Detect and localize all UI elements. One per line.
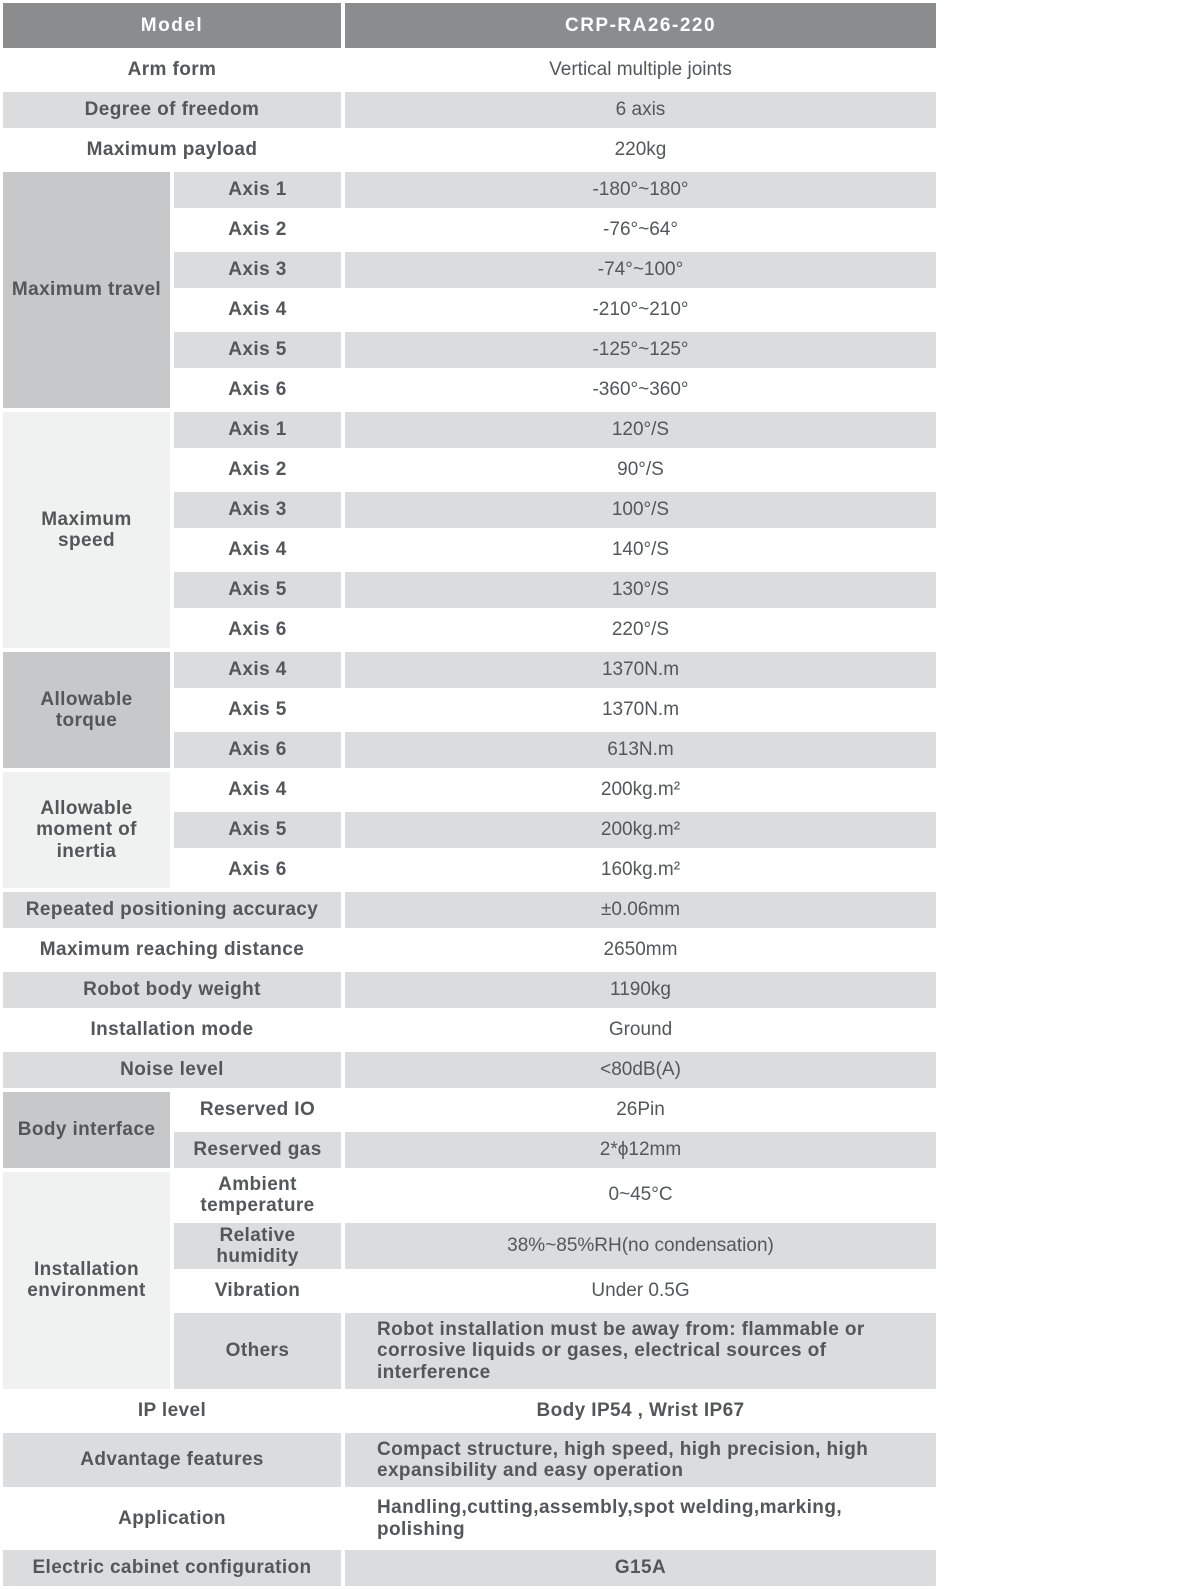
sub-label-reserved-io: Reserved IO — [174, 1092, 341, 1128]
group-label-body-interface: Body interface — [3, 1092, 170, 1168]
axis-label: Axis 4 — [174, 652, 341, 688]
section-maximum-travel: Maximum travel Axis 1 -180°~180° Axis 2 … — [3, 172, 936, 408]
group-label-maximum-travel: Maximum travel — [3, 172, 170, 408]
axis-label: Axis 6 — [174, 732, 341, 768]
axis-label: Axis 2 — [174, 452, 341, 488]
section-allowable-torque: Allowable torque Axis 4 1370N.m Axis 5 1… — [3, 652, 936, 768]
axis-value: 1370N.m — [345, 652, 936, 688]
axis-value: -210°~210° — [345, 292, 936, 328]
axis-value: -360°~360° — [345, 372, 936, 408]
section-installation-environment: Installation environment Ambient tempera… — [3, 1172, 936, 1389]
axis-value: 160kg.m² — [345, 852, 936, 888]
row-label-noise-level: Noise level — [3, 1052, 341, 1088]
section-maximum-speed: Maximum speed Axis 1 120°/S Axis 2 90°/S… — [3, 412, 936, 648]
robot-spec-table: Model CRP-RA26-220 Arm form Vertical mul… — [3, 3, 936, 1586]
row-value-installation-mode: Ground — [345, 1012, 936, 1048]
row-label-robot-body-weight: Robot body weight — [3, 972, 341, 1008]
model-header-label: Model — [3, 3, 341, 48]
sub-value-reserved-gas: 2*ϕ12mm — [345, 1132, 936, 1168]
sub-label-reserved-gas: Reserved gas — [174, 1132, 341, 1168]
row-value-electric-cabinet-configuration: G15A — [345, 1549, 936, 1586]
axis-value: 200kg.m² — [345, 772, 936, 808]
axis-value: 200kg.m² — [345, 812, 936, 848]
axis-label: Axis 4 — [174, 772, 341, 808]
sub-label-relative-humidity: Relative humidity — [174, 1222, 341, 1270]
axis-value: 140°/S — [345, 532, 936, 568]
axis-label: Axis 6 — [174, 372, 341, 408]
axis-label: Axis 6 — [174, 612, 341, 648]
axis-label: Axis 4 — [174, 292, 341, 328]
row-value-maximum-payload: 220kg — [345, 132, 936, 168]
axis-value: -76°~64° — [345, 212, 936, 248]
axis-label: Axis 1 — [174, 172, 341, 208]
row-value-arm-form: Vertical multiple joints — [345, 52, 936, 88]
sub-value-relative-humidity: 38%~85%RH(no condensation) — [345, 1222, 936, 1270]
row-label-degree-of-freedom: Degree of freedom — [3, 92, 341, 128]
axis-label: Axis 5 — [174, 692, 341, 728]
row-label-maximum-payload: Maximum payload — [3, 132, 341, 168]
sub-value-reserved-io: 26Pin — [345, 1092, 936, 1128]
sub-value-others: Robot installation must be away from: fl… — [345, 1313, 936, 1389]
axis-value: 130°/S — [345, 572, 936, 608]
section-allowable-moment-of-inertia: Allowable moment of inertia Axis 4 200kg… — [3, 772, 936, 888]
axis-value: -125°~125° — [345, 332, 936, 368]
group-label-allowable-torque: Allowable torque — [3, 652, 170, 768]
axis-label: Axis 2 — [174, 212, 341, 248]
sub-label-ambient-temperature: Ambient temperature — [174, 1172, 341, 1219]
row-value-noise-level: <80dB(A) — [345, 1052, 936, 1088]
section-bottom-rows: IP level Body IP54 , Wrist IP67 Advantag… — [3, 1392, 936, 1586]
row-value-repeated-positioning-accuracy: ±0.06mm — [345, 892, 936, 928]
axis-value: 90°/S — [345, 452, 936, 488]
axis-label: Axis 4 — [174, 532, 341, 568]
row-label-ip-level: IP level — [3, 1392, 341, 1429]
sub-value-vibration: Under 0.5G — [345, 1273, 936, 1310]
section-body-interface: Body interface Reserved IO 26Pin Reserve… — [3, 1092, 936, 1168]
sub-label-others: Others — [174, 1313, 341, 1389]
model-header-value: CRP-RA26-220 — [345, 3, 936, 48]
section-middle-rows: Repeated positioning accuracy ±0.06mm Ma… — [3, 892, 936, 1088]
axis-value: 120°/S — [345, 412, 936, 448]
row-label-maximum-reaching-distance: Maximum reaching distance — [3, 932, 341, 968]
axis-value: -74°~100° — [345, 252, 936, 288]
row-label-repeated-positioning-accuracy: Repeated positioning accuracy — [3, 892, 341, 928]
axis-label: Axis 3 — [174, 492, 341, 528]
header-row: Model CRP-RA26-220 — [3, 3, 936, 48]
axis-label: Axis 5 — [174, 812, 341, 848]
section-top-rows: Arm form Vertical multiple joints Degree… — [3, 52, 936, 168]
row-value-application: Handling,cutting,assembly,spot welding,m… — [345, 1491, 936, 1546]
row-value-advantage-features: Compact structure, high speed, high prec… — [345, 1432, 936, 1488]
group-label-installation-environment: Installation environment — [3, 1172, 170, 1389]
axis-value: 1370N.m — [345, 692, 936, 728]
axis-label: Axis 6 — [174, 852, 341, 888]
sub-label-vibration: Vibration — [174, 1273, 341, 1310]
axis-label: Axis 3 — [174, 252, 341, 288]
row-label-application: Application — [3, 1491, 341, 1546]
axis-value: 613N.m — [345, 732, 936, 768]
row-value-ip-level: Body IP54 , Wrist IP67 — [345, 1392, 936, 1429]
axis-value: 220°/S — [345, 612, 936, 648]
row-value-maximum-reaching-distance: 2650mm — [345, 932, 936, 968]
row-label-installation-mode: Installation mode — [3, 1012, 341, 1048]
axis-label: Axis 5 — [174, 572, 341, 608]
row-label-advantage-features: Advantage features — [3, 1432, 341, 1488]
row-label-arm-form: Arm form — [3, 52, 341, 88]
sub-value-ambient-temperature: 0~45°C — [345, 1172, 936, 1219]
axis-value: -180°~180° — [345, 172, 936, 208]
axis-label: Axis 1 — [174, 412, 341, 448]
axis-label: Axis 5 — [174, 332, 341, 368]
row-value-robot-body-weight: 1190kg — [345, 972, 936, 1008]
group-label-maximum-speed: Maximum speed — [3, 412, 170, 648]
row-value-degree-of-freedom: 6 axis — [345, 92, 936, 128]
group-label-allowable-moment-of-inertia: Allowable moment of inertia — [3, 772, 170, 888]
axis-value: 100°/S — [345, 492, 936, 528]
row-label-electric-cabinet-configuration: Electric cabinet configuration — [3, 1549, 341, 1586]
